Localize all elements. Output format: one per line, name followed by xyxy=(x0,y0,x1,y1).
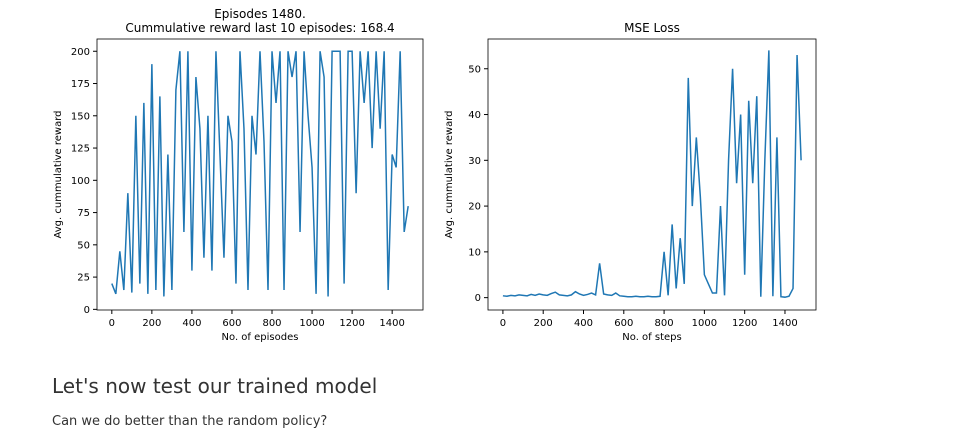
chart-title: Cummulative reward last 10 episodes: 168… xyxy=(125,21,394,35)
y-tick-label: 25 xyxy=(77,273,90,284)
x-tick-label: 0 xyxy=(500,318,506,329)
y-tick-label: 50 xyxy=(468,64,481,75)
x-tick-label: 600 xyxy=(222,318,241,329)
y-tick-label: 100 xyxy=(71,176,90,187)
x-tick-label: 1000 xyxy=(692,318,717,329)
y-tick-label: 125 xyxy=(71,144,90,155)
y-tick-label: 75 xyxy=(77,208,90,219)
x-tick-label: 800 xyxy=(262,318,281,329)
x-axis-label: No. of episodes xyxy=(222,332,299,343)
data-line xyxy=(111,50,409,297)
y-axis-label: Avg. cummulative reward xyxy=(53,110,64,238)
y-tick-label: 150 xyxy=(71,111,90,122)
y-tick-label: 0 xyxy=(475,293,481,304)
y-tick-label: 40 xyxy=(468,110,481,121)
x-tick-label: 200 xyxy=(142,318,161,329)
y-tick-label: 200 xyxy=(71,47,90,58)
y-tick-label: 20 xyxy=(468,202,481,213)
y-tick-label: 10 xyxy=(468,247,481,258)
x-tick-label: 600 xyxy=(614,318,633,329)
chart-title: MSE Loss xyxy=(624,21,680,35)
x-axis-label: No. of steps xyxy=(622,332,681,343)
y-tick-label: 0 xyxy=(84,305,90,316)
plot-frame xyxy=(96,38,424,311)
paragraph: Can we do better than the random policy? xyxy=(52,414,328,429)
plot-frame xyxy=(487,38,817,311)
x-tick-label: 200 xyxy=(534,318,553,329)
x-tick-label: 1200 xyxy=(732,318,757,329)
x-tick-label: 400 xyxy=(182,318,201,329)
y-tick-label: 50 xyxy=(77,240,90,251)
data-line xyxy=(502,50,802,298)
x-tick-label: 1200 xyxy=(339,318,364,329)
x-tick-label: 800 xyxy=(655,318,674,329)
charts: Episodes 1480.Cummulative reward last 10… xyxy=(53,7,817,343)
x-tick-label: 1000 xyxy=(299,318,324,329)
heading: Let's now test our trained model xyxy=(52,374,378,398)
y-axis-label: Avg. cummulative reward xyxy=(444,110,455,238)
x-tick-label: 1400 xyxy=(379,318,404,329)
y-tick-label: 30 xyxy=(468,156,481,167)
x-tick-label: 0 xyxy=(109,318,115,329)
chart-title: Episodes 1480. xyxy=(214,7,306,21)
y-tick-label: 175 xyxy=(71,79,90,90)
x-tick-label: 400 xyxy=(574,318,593,329)
x-tick-label: 1400 xyxy=(772,318,797,329)
